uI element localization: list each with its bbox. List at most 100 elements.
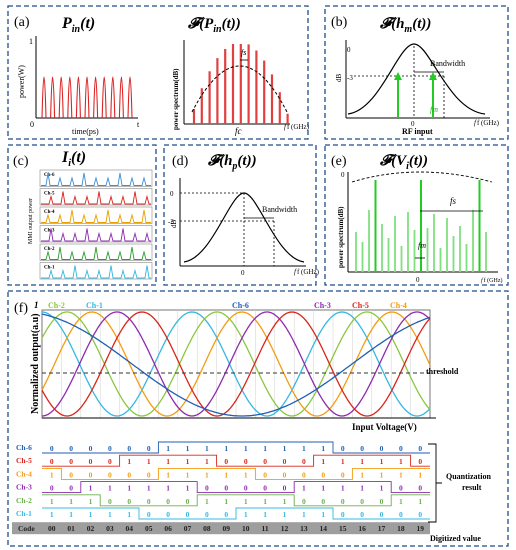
bit-cell: 0	[69, 444, 73, 453]
bit-cell: 1	[108, 484, 112, 493]
bit-cell: 0	[147, 510, 151, 519]
bit-cell: 1	[321, 510, 325, 519]
bit-cell: 1	[89, 484, 93, 493]
bit-cell: 0	[166, 497, 170, 506]
channel-box-1	[39, 188, 153, 206]
panel-e-label: (e)	[331, 154, 347, 169]
panel-c-channel-traces: Ch-6 Ch-5 Ch-4 Ch-3 Ch-2 Ch-1	[39, 169, 153, 280]
bit-cell: 0	[127, 470, 131, 479]
panel-b-frame	[324, 5, 509, 140]
bit-cell: 0	[341, 444, 345, 453]
panel-a-fs-label: fs	[241, 48, 246, 57]
panel-f-quantization-brace	[428, 443, 442, 523]
panel-e-f-axis: ff (GHz)	[481, 277, 503, 284]
panel-e-f-unit: f (GHz)	[484, 277, 503, 284]
panel-e-frame	[324, 144, 509, 286]
bit-cell: 1	[302, 484, 306, 493]
panel-a-left-title: Pin(t)	[61, 15, 95, 35]
bit-cell: 1	[360, 484, 364, 493]
bit-cell: 1	[127, 484, 131, 493]
panel-c-label: (c)	[13, 154, 29, 169]
bit-cell: 1	[127, 510, 131, 519]
panel-a-right-title: 𝓕(Pin(t))	[187, 16, 241, 35]
bit-cell: 0	[302, 470, 306, 479]
code-bar	[12, 522, 430, 535]
curve-label-ch-1: Ch-1	[86, 301, 103, 310]
code-value: 16	[358, 524, 366, 533]
code-value: 03	[106, 524, 114, 533]
panel-a-ytick-top: 1	[29, 37, 33, 46]
channel-label-2: Ch-4	[44, 210, 55, 215]
bit-cell: 1	[50, 497, 54, 506]
panel-d-xtick-0: 0	[241, 269, 245, 277]
bit-cell: 1	[69, 497, 73, 506]
panel-b-fm-label: fm	[430, 105, 438, 114]
bit-cell: 0	[380, 497, 384, 506]
bit-cell: 0	[108, 497, 112, 506]
bit-cell: 0	[321, 470, 325, 479]
bit-cell: 0	[399, 510, 403, 519]
panel-e-fs-label: fs	[450, 196, 457, 206]
panel-a-f-axis: ff (GHz)	[284, 123, 310, 131]
curve-label-ch-6: Ch-6	[232, 301, 249, 310]
panel-d-ytick-3: -3	[168, 218, 174, 226]
bit-cell: 0	[147, 497, 151, 506]
panel-f-curve-labels: Ch-2 Ch-1 Ch-6 Ch-3 Ch-5 Ch-4	[48, 301, 407, 310]
channel-trace-4	[41, 246, 151, 260]
code-value: 01	[67, 524, 75, 533]
code-row-label-1: Ch-5	[16, 456, 32, 465]
code-row-trace-4	[42, 494, 430, 507]
bit-cell: 0	[263, 484, 267, 493]
bit-cell: 1	[205, 457, 209, 466]
bit-cell: 0	[418, 484, 422, 493]
bit-cell: 1	[418, 497, 422, 506]
bit-cell: 0	[283, 457, 287, 466]
bit-cell: 1	[380, 470, 384, 479]
code-value: 17	[378, 524, 386, 533]
panel-f-xlabel: Input Voltage(V)	[352, 422, 417, 432]
pulse-1	[50, 76, 56, 119]
bit-cell: 1	[166, 444, 170, 453]
bit-cell: 0	[224, 510, 228, 519]
code-row-label-3: Ch-3	[16, 483, 32, 492]
panel-c-frame	[7, 144, 157, 286]
channel-box-3	[39, 225, 153, 243]
bit-cell: 1	[263, 510, 267, 519]
pulse-2	[58, 76, 64, 119]
panel-b-xtick-0: 0	[411, 120, 415, 128]
bit-cell: 0	[263, 457, 267, 466]
transfer-curve-2	[41, 311, 431, 417]
bit-cell: 1	[166, 457, 170, 466]
bit-cell: 0	[205, 484, 209, 493]
bit-cell: 1	[166, 470, 170, 479]
bit-cell: 0	[89, 444, 93, 453]
bit-cell: 0	[89, 470, 93, 479]
pulse-3	[67, 76, 73, 119]
code-value: 06	[164, 524, 172, 533]
bit-cell: 0	[108, 457, 112, 466]
panel-f-gridlines	[61, 310, 411, 418]
panel-b-green-arrow-right	[429, 72, 437, 80]
panel-d-ytick-0: 0	[170, 190, 174, 198]
pulse-5	[84, 76, 90, 119]
curve-label-ch-4: Ch-4	[390, 301, 407, 310]
code-value: 07	[184, 524, 192, 533]
pulse-4	[75, 76, 81, 119]
panel-d-label: (d)	[172, 154, 189, 169]
panel-b-label: (b)	[331, 15, 348, 30]
bit-cell: 0	[127, 497, 131, 506]
bit-cell: 0	[341, 510, 345, 519]
panel-f-ytick-top: 1	[34, 300, 39, 310]
bit-cell: 0	[127, 444, 131, 453]
channel-label-0: Ch-6	[44, 173, 55, 178]
code-value: 13	[300, 524, 308, 533]
code-row-trace-1	[42, 454, 430, 467]
panel-d-f-unit: f (GHz)	[297, 268, 320, 276]
panel-e-xtick-0: 0	[416, 276, 420, 284]
panel-f-ylabel: Normalized output(a.u)	[30, 313, 41, 414]
bit-cell: 1	[127, 457, 131, 466]
bit-cell: 1	[283, 444, 287, 453]
bit-cell: 0	[69, 484, 73, 493]
bit-cell: 1	[283, 497, 287, 506]
channel-trace-3	[41, 228, 151, 242]
